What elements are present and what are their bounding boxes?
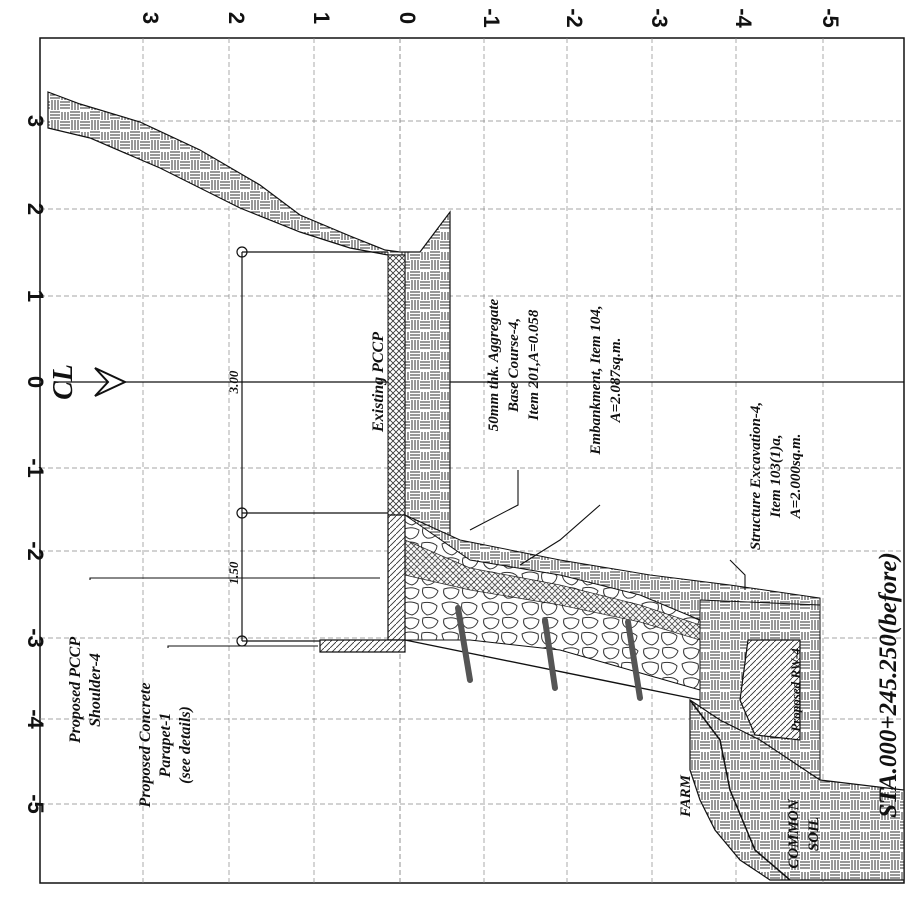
left-tick-label: -5	[23, 794, 48, 814]
annotations: CL Existing PCCP 3.00 1.50 Proposed PCCP…	[48, 298, 902, 868]
excavation-label-line3: A=2.000sq.m.	[788, 434, 804, 520]
top-tick-label: -2	[562, 8, 587, 28]
leader-lines	[89, 470, 746, 648]
top-tick-label: -4	[731, 8, 756, 28]
left-tick-label: 2	[23, 203, 48, 215]
excavation-label-line1: Structure Excavation-4,	[748, 402, 764, 550]
top-tick-label: -3	[647, 8, 672, 28]
dimension-lines	[236, 246, 388, 647]
left-tick-label: 0	[23, 376, 48, 388]
existing-pccp-label: Existing PCCP	[370, 332, 387, 433]
proposed-parapet	[319, 639, 406, 653]
existing-pccp-layer	[387, 254, 406, 516]
base-label-line3: Item 201,A=0.058	[526, 309, 542, 421]
left-tick-label: -4	[23, 709, 48, 729]
base-label-line1: 50mm thk. Aggregate	[486, 298, 502, 431]
ground-line	[689, 699, 791, 881]
embankment-label-line2: A=2.087sq.m.	[608, 338, 624, 424]
top-tick-label: 1	[309, 12, 334, 24]
dim-150-label: 1.50	[226, 561, 241, 584]
lower-ground	[689, 698, 905, 881]
left-tick-label: -1	[23, 458, 48, 478]
farm-label: FARM	[678, 774, 694, 818]
embankment-label-line1: Embankment, Item 104,	[588, 305, 604, 455]
left-tick-label: -2	[23, 541, 48, 561]
dim-300-label: 3.00	[226, 370, 241, 394]
centerline-arrow	[94, 367, 128, 397]
base-label-line2: Base Course-4,	[506, 318, 522, 413]
left-tick-label: 1	[23, 290, 48, 302]
left-tick-label: 3	[23, 115, 48, 127]
parapet-label-line3: (see details)	[177, 706, 194, 784]
proposed-shoulder	[387, 514, 406, 641]
riprap-wall	[739, 639, 801, 741]
soil-label-line2: SOIL	[806, 817, 822, 851]
top-tick-label: 3	[138, 12, 163, 24]
top-tick-label: 2	[224, 12, 249, 24]
shoulder-label-line2: Shoulder-4	[87, 653, 104, 727]
top-tick-label: -1	[479, 8, 504, 28]
parapet-label-line1: Proposed Concrete	[137, 683, 154, 809]
excavation-label-line2: Item 103(1)a,	[768, 434, 784, 518]
parapet-label-line2: Parapet-1	[157, 713, 174, 779]
shoulder-label-line1: Proposed PCCP	[67, 637, 84, 744]
centerline-label: CL	[48, 364, 79, 400]
left-axis: 3 2 1 0 -1 -2 -3 -4 -5	[23, 115, 48, 814]
soil-label-line1: COMMON	[786, 798, 802, 868]
anchor-pins	[455, 605, 643, 701]
riprap-label: Proposed RW-4	[788, 648, 803, 732]
top-tick-label: 0	[395, 12, 420, 24]
left-tick-label: -3	[23, 628, 48, 648]
top-axis: 3 2 1 0 -1 -2 -3 -4 -5	[138, 8, 843, 28]
top-tick-label: -5	[818, 8, 843, 28]
station-label: STA.000+245.250(before)	[875, 552, 902, 818]
